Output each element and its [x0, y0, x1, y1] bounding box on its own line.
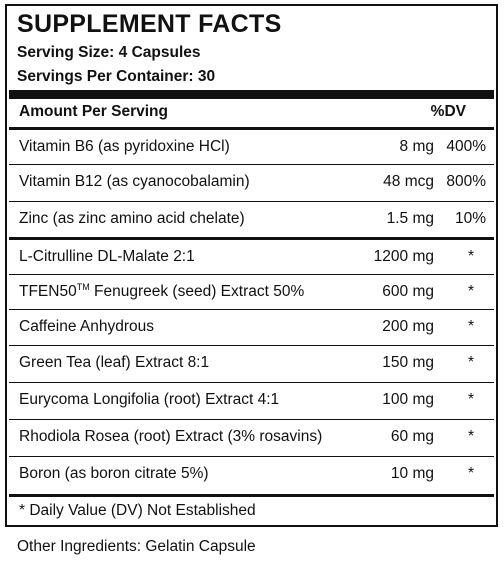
other-ingredients: Other Ingredients: Gelatin Capsule	[17, 538, 256, 555]
ingredient-row: Green Tea (leaf) Extract 8:1 150 mg *	[7, 346, 496, 380]
ingredient-name: Boron (as boron citrate 5%)	[19, 465, 209, 482]
ingredient-row: Boron (as boron citrate 5%) 10 mg *	[7, 457, 496, 491]
nutrient-amount: 48 mcg	[383, 173, 434, 190]
ingredient-name: L-Citrulline DL-Malate 2:1	[19, 248, 195, 265]
ingredient-row: Rhodiola Rosea (root) Extract (3% rosavi…	[7, 420, 496, 454]
dv-header: %DV	[430, 103, 466, 120]
ingredient-row: Caffeine Anhydrous 200 mg *	[7, 310, 496, 344]
ingredient-row: Eurycoma Longifolia (root) Extract 4:1 1…	[7, 383, 496, 417]
header-divider	[9, 127, 494, 130]
ingredient-amount: 600 mg	[382, 283, 434, 300]
ingredient-name: TFEN50TM Fenugreek (seed) Extract 50%	[19, 282, 305, 301]
ingredient-row: TFEN50TM Fenugreek (seed) Extract 50% 60…	[7, 275, 496, 309]
daily-value-footnote: * Daily Value (DV) Not Established	[19, 502, 256, 519]
ingredient-dv: *	[467, 283, 474, 300]
servings-per-container: Servings Per Container: 30	[17, 68, 216, 85]
row-divider	[9, 309, 494, 310]
ingredient-dv: *	[467, 318, 474, 335]
section-divider	[9, 237, 494, 240]
nutrient-dv: 400%	[446, 138, 486, 155]
supplement-facts-panel: SUPPLEMENT FACTS Serving Size: 4 Capsule…	[5, 4, 498, 527]
ingredient-dv: *	[467, 248, 474, 265]
nutrient-row: Vitamin B6 (as pyridoxine HCl) 8 mg 400%	[7, 130, 496, 164]
ingredient-name: Rhodiola Rosea (root) Extract (3% rosavi…	[19, 428, 323, 445]
amount-per-serving-header: Amount Per Serving	[19, 103, 168, 120]
ingredient-amount: 1200 mg	[373, 248, 434, 265]
nutrient-row: Zinc (as zinc amino acid chelate) 1.5 mg…	[7, 202, 496, 236]
nutrient-amount: 8 mg	[399, 138, 434, 155]
serving-size: Serving Size: 4 Capsules	[17, 44, 201, 61]
nutrient-name: Vitamin B6 (as pyridoxine HCl)	[19, 138, 230, 155]
footer-divider	[9, 494, 494, 497]
row-divider	[9, 345, 494, 346]
ingredient-dv: *	[467, 465, 474, 482]
row-divider	[9, 164, 494, 165]
nutrient-name: Zinc (as zinc amino acid chelate)	[19, 210, 245, 227]
ingredient-dv: *	[467, 391, 474, 408]
ingredient-amount: 100 mg	[382, 391, 434, 408]
row-divider	[9, 274, 494, 275]
nutrient-dv: 800%	[446, 173, 486, 190]
ingredient-row: L-Citrulline DL-Malate 2:1 1200 mg *	[7, 240, 496, 274]
ingredient-name: Green Tea (leaf) Extract 8:1	[19, 354, 210, 371]
trademark-superscript: TM	[76, 282, 90, 292]
ingredient-name: Caffeine Anhydrous	[19, 318, 155, 335]
row-divider	[9, 201, 494, 202]
ingredient-amount: 10 mg	[390, 465, 434, 482]
ingredient-dv: *	[467, 354, 474, 371]
ingredient-amount: 60 mg	[390, 428, 434, 445]
panel-title: SUPPLEMENT FACTS	[17, 10, 282, 38]
ingredient-dv: *	[467, 428, 474, 445]
ingredient-amount: 200 mg	[382, 318, 434, 335]
row-divider	[9, 456, 494, 457]
nutrient-dv: 10%	[454, 210, 486, 227]
nutrient-row: Vitamin B12 (as cyanocobalamin) 48 mcg 8…	[7, 165, 496, 199]
ingredient-amount: 150 mg	[382, 354, 434, 371]
thick-divider	[9, 90, 494, 99]
row-divider	[9, 419, 494, 420]
nutrient-amount: 1.5 mg	[386, 210, 434, 227]
row-divider	[9, 382, 494, 383]
ingredient-name: Eurycoma Longifolia (root) Extract 4:1	[19, 391, 280, 408]
nutrient-name: Vitamin B12 (as cyanocobalamin)	[19, 173, 250, 190]
